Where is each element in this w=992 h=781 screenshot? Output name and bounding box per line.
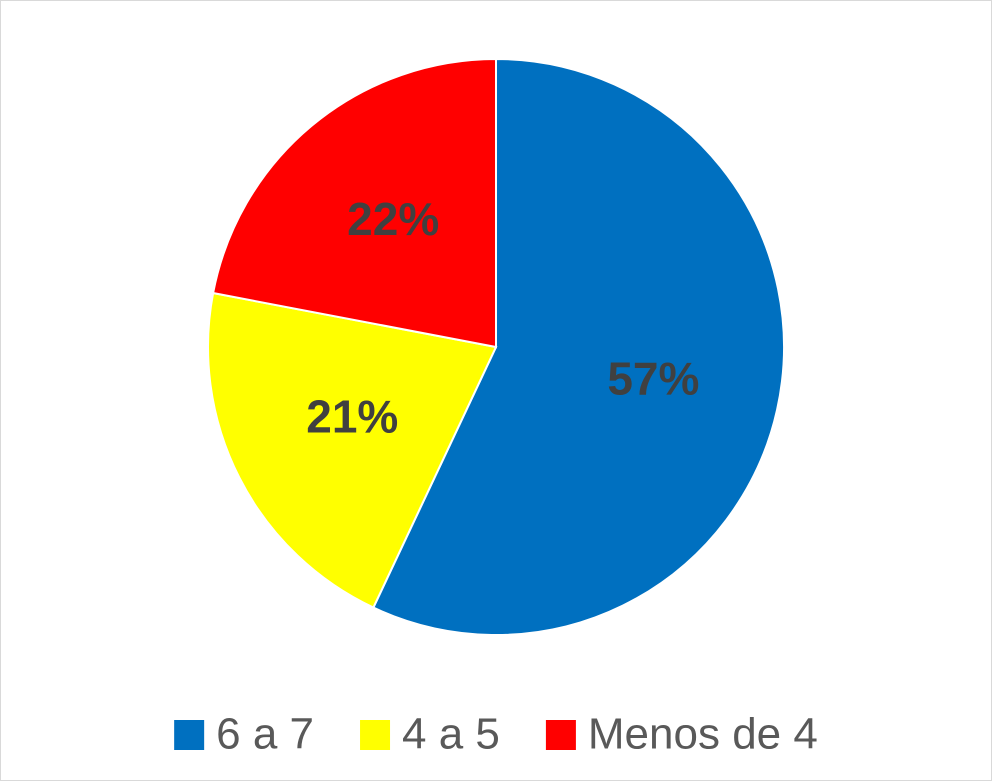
- data-label: 22%: [347, 193, 439, 245]
- pie-slice: [211, 57, 497, 349]
- legend-swatch: [174, 720, 205, 750]
- legend-label: 6 a 7: [216, 710, 314, 759]
- legend-swatch: [360, 720, 391, 750]
- legend-label: Menos de 4: [588, 710, 818, 759]
- data-label: 21%: [306, 390, 398, 442]
- data-label: 57%: [607, 352, 699, 404]
- legend-label: 4 a 5: [402, 710, 500, 759]
- pie-slice: [372, 57, 786, 636]
- legend-swatch: [545, 720, 576, 750]
- pie-slice: [207, 291, 498, 609]
